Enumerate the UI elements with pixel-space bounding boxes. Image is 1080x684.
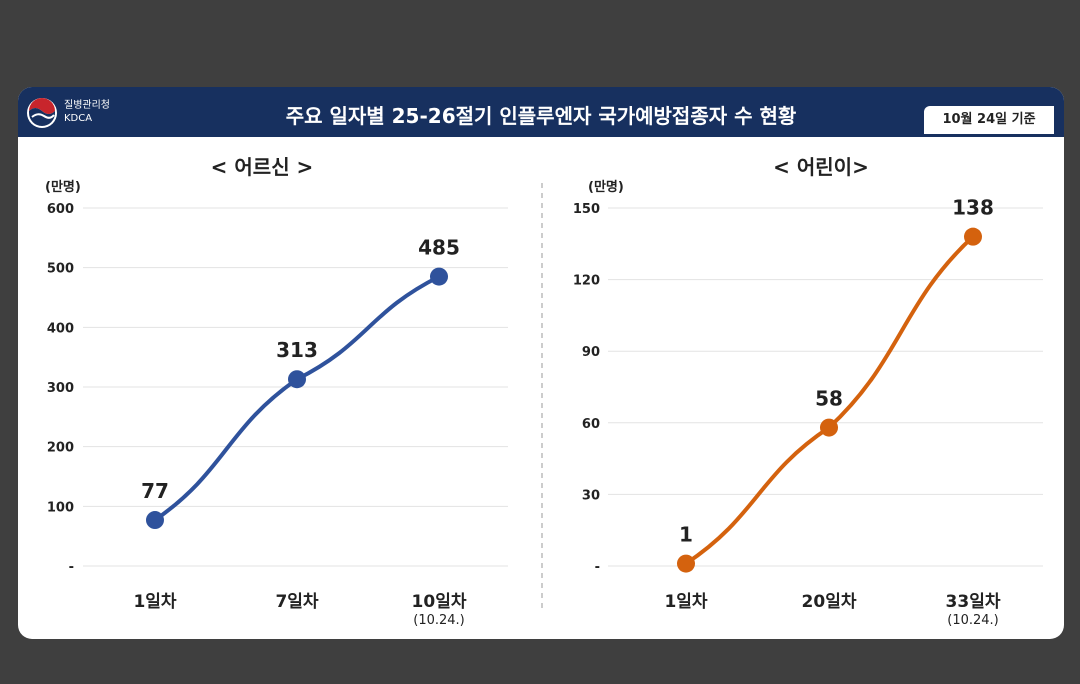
adult-data-point xyxy=(146,511,164,530)
org-name: 질병관리청 xyxy=(64,100,110,111)
basis-date-badge: 10월 24일 기준 xyxy=(924,106,1054,134)
child-x-tick-sublabel: (10.24.) xyxy=(947,613,999,628)
child-chart-title: < 어린이> xyxy=(773,155,869,179)
child-x-tick-label: 1일차 xyxy=(664,592,707,612)
child-x-tick-label: 20일차 xyxy=(802,592,857,612)
adult-unit-label: (만명) xyxy=(45,179,81,195)
adult-data-point xyxy=(288,370,306,389)
adult-data-label: 313 xyxy=(276,338,318,362)
infographic-card: 질병관리청 KDCA 주요 일자별 25-26절기 인플루엔자 국가예방접종자 … xyxy=(18,87,1064,639)
child-y-tick-label: 30 xyxy=(582,488,600,503)
logo-text: 질병관리청 KDCA xyxy=(64,99,110,125)
adult-y-tick-label: 500 xyxy=(47,262,74,277)
child-data-point xyxy=(964,227,982,246)
page-title: 주요 일자별 25-26절기 인플루엔자 국가예방접종자 수 현황 xyxy=(285,104,797,128)
adult-data-label: 77 xyxy=(141,479,169,503)
adult-y-tick-label: 100 xyxy=(47,500,74,515)
child-y-tick-label: - xyxy=(595,560,600,575)
child-y-tick-label: 60 xyxy=(582,417,600,432)
adult-y-tick-label: 600 xyxy=(47,202,74,217)
adult-series-line xyxy=(153,274,441,523)
adult-x-tick-sublabel: (10.24.) xyxy=(413,613,465,628)
adult-chart-title: < 어르신 > xyxy=(211,155,314,179)
child-data-label: 138 xyxy=(952,196,994,220)
adult-x-tick-label: 10일차 xyxy=(412,592,467,612)
child-data-label: 58 xyxy=(815,387,843,411)
child-y-tick-label: 120 xyxy=(573,274,600,289)
child-x-tick-label: 33일차 xyxy=(946,592,1001,612)
adult-data-point xyxy=(430,267,448,286)
adult-y-tick-label: 400 xyxy=(47,321,74,336)
adult-data-label: 485 xyxy=(418,236,460,260)
child-y-tick-label: 150 xyxy=(573,202,600,217)
charts-area: < 어르신 > (만명) - 100 200 300 400 500 600 77 313 485 1일… xyxy=(45,155,1043,628)
child-data-label: 1 xyxy=(679,523,693,547)
header-bar: 질병관리청 KDCA 주요 일자별 25-26절기 인플루엔자 국가예방접종자 … xyxy=(18,87,1064,137)
child-y-tick-label: 90 xyxy=(582,345,600,360)
child-data-point xyxy=(820,418,838,437)
child-data-point xyxy=(677,554,695,573)
adult-y-tick-label: - xyxy=(69,560,74,575)
adult-y-tick-label: 200 xyxy=(47,441,74,456)
adult-x-tick-label: 7일차 xyxy=(275,592,318,612)
kdca-logo-icon xyxy=(27,98,57,128)
child-unit-label: (만명) xyxy=(588,179,624,195)
org-abbr: KDCA xyxy=(64,113,93,124)
adult-x-tick-label: 1일차 xyxy=(133,592,176,612)
adult-y-tick-label: 300 xyxy=(47,381,74,396)
